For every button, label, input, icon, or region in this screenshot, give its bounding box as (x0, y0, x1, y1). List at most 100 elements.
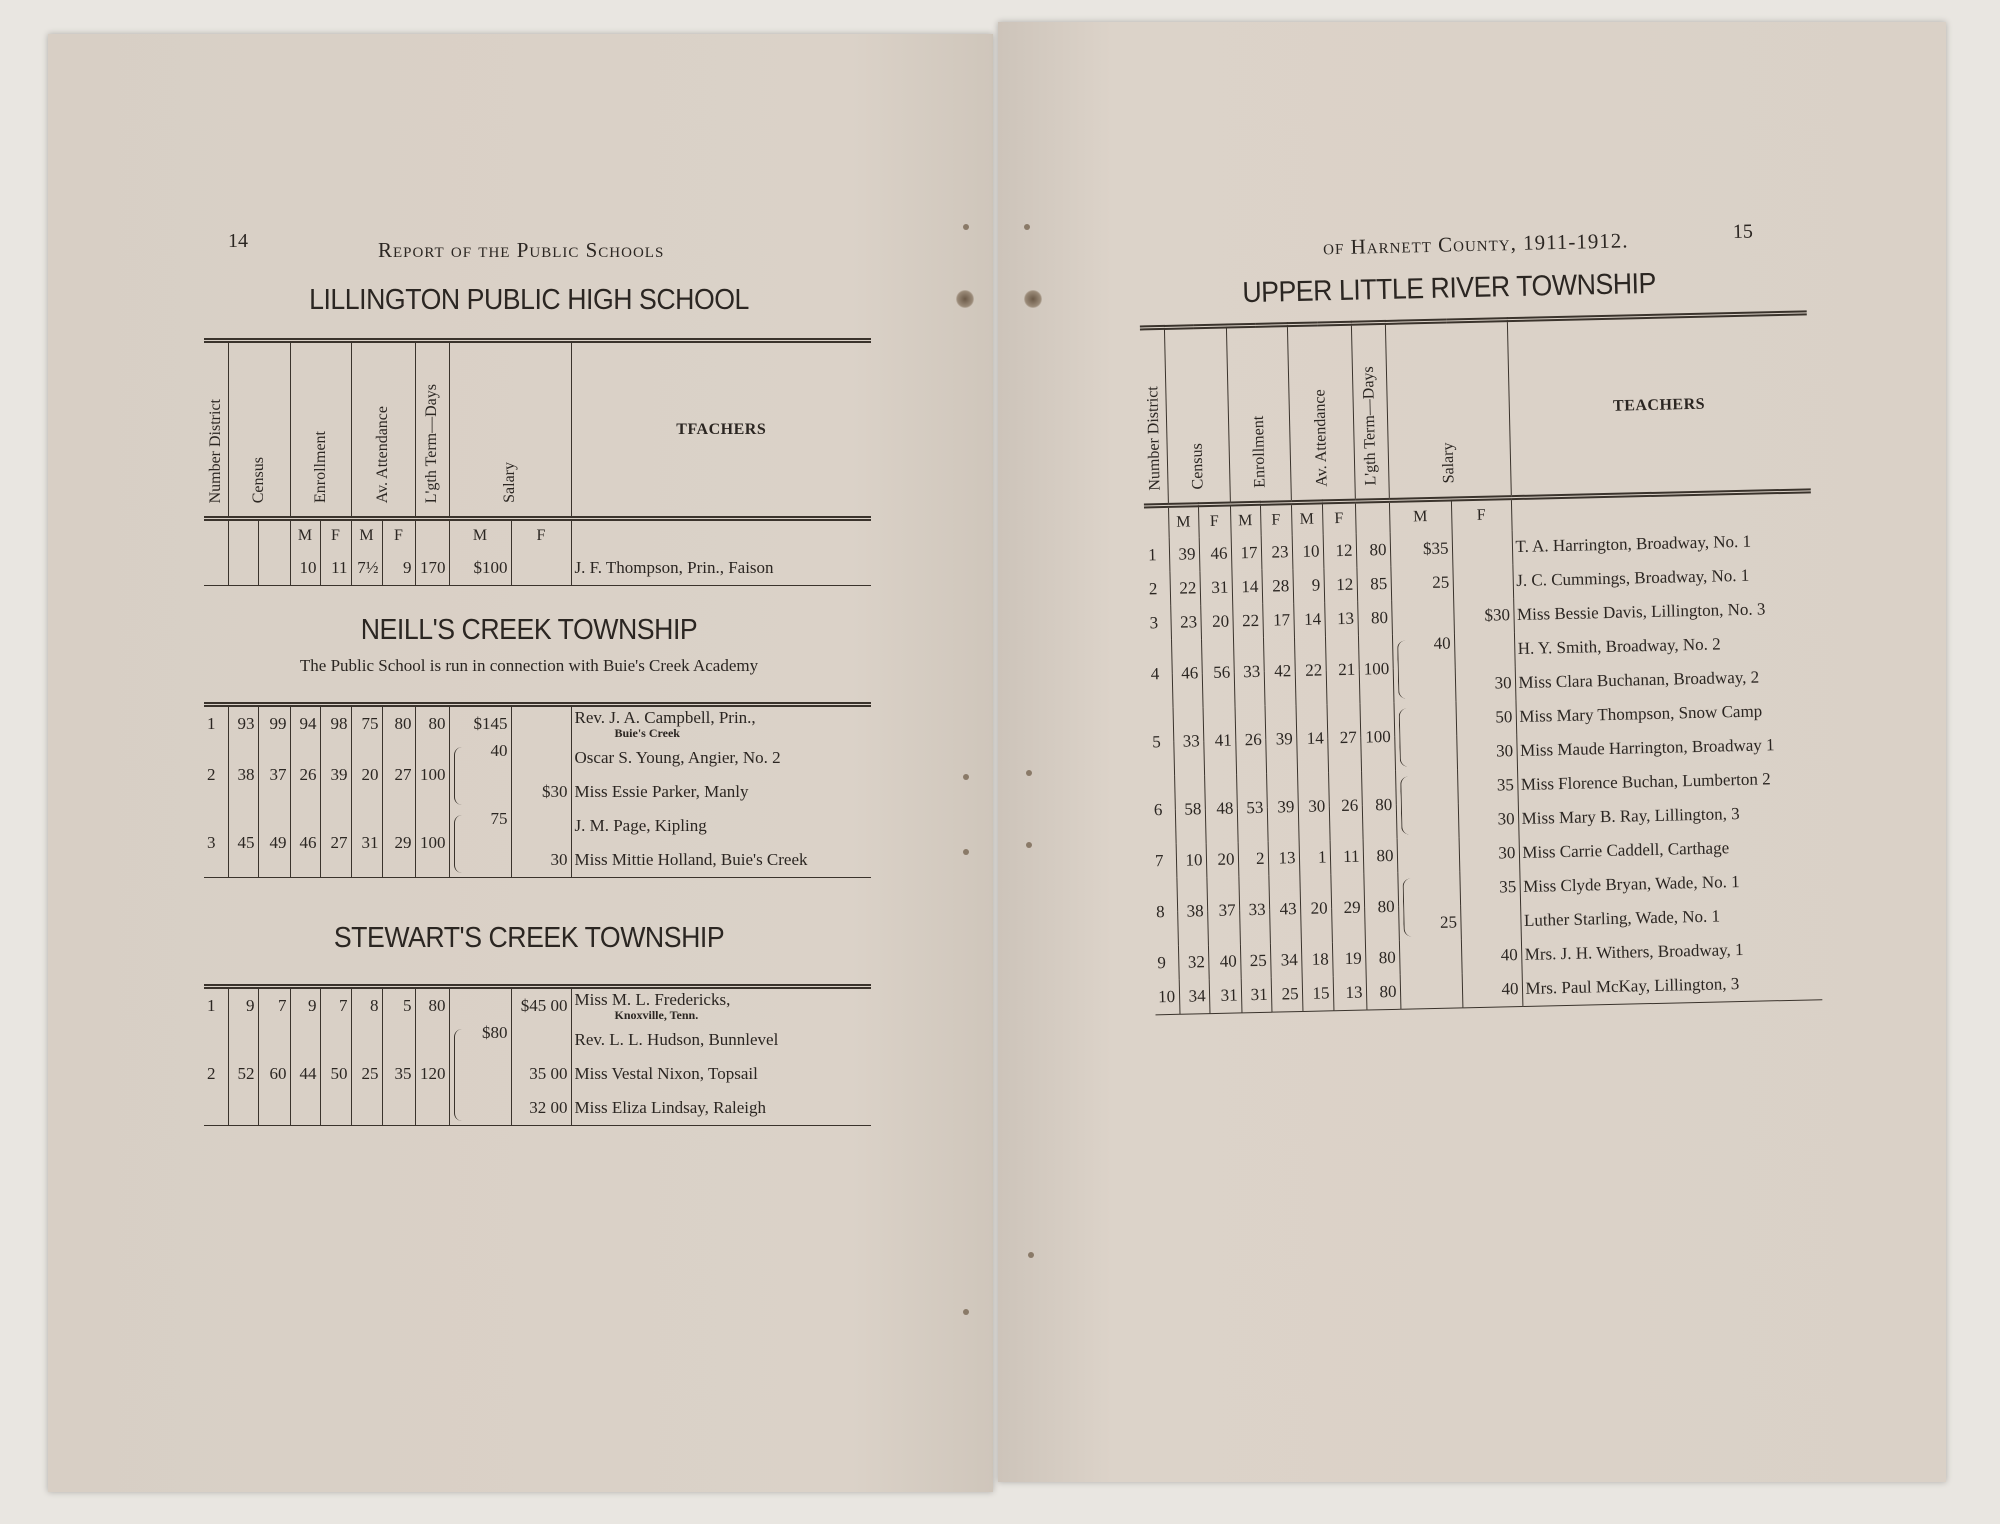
attendance-f: 13 (1332, 975, 1367, 1011)
attendance-m: 14 (1295, 704, 1329, 774)
district-number: 8 (1152, 877, 1178, 947)
salary-f (1451, 530, 1513, 566)
salary-f: $45 00 (511, 986, 572, 1023)
table-row: 2 52 60 44 50 25 35 120 $80 Rev. L. L. Hudson, Bu… (204, 1023, 871, 1126)
neills-creek-table: 1 93 99 94 98 75 80 80 $145 Rev. J. A. Campbell, … (204, 702, 871, 878)
header-teachers: TEACHERS (1506, 312, 1811, 498)
enrollment-m: 94 (290, 704, 321, 741)
salary-f: 35 (1459, 870, 1521, 906)
term-days: 80 (1355, 532, 1391, 568)
district-number: 2 (204, 741, 229, 809)
term-days: 80 (1363, 872, 1399, 942)
enrollment-f: 7 (320, 986, 352, 1023)
header-salary: Salary (449, 340, 572, 521)
salary-m-value: 25 (1432, 572, 1450, 592)
header-attendance: Av. Attendance (351, 340, 416, 521)
teacher-cell: J. F. Thompson, Prin., Faison (571, 551, 871, 586)
salary-m-value: 25 (1439, 912, 1458, 932)
attendance-m: 25 (351, 1023, 383, 1126)
section-subtitle: The Public School is run in connection w… (299, 656, 759, 675)
header-label: Salary (1439, 442, 1458, 484)
term-days: 80 (1362, 838, 1398, 874)
table-row: 30 Miss Mittie Holland, Buie's Creek (204, 843, 871, 878)
attendance-f: 12 (1322, 533, 1357, 569)
term-days: 100 (415, 741, 450, 809)
salary-f: 35 00 (511, 1057, 572, 1091)
enrollment-m: 26 (1234, 705, 1267, 775)
salary-f: $30 (511, 775, 572, 809)
header-label: Salary (501, 462, 518, 503)
section-title: LILLINGTON PUBLIC HIGH SCHOOL (309, 284, 749, 316)
term-days: 100 (1357, 634, 1394, 704)
enrollment-m: 10 (290, 551, 321, 586)
teacher-name: J. C. Cummings, Broadway, No. 1 (1516, 565, 1750, 591)
salary-f: 40 (1461, 972, 1523, 1008)
enrollment-m: 26 (290, 741, 321, 809)
attendance-f: 19 (1331, 941, 1366, 977)
enrollment-f: 25 (1270, 976, 1303, 1013)
teacher-name: Oscar S. Young, Angier, No. 2 (574, 748, 781, 768)
enrollment-m: 22 (1232, 603, 1263, 639)
attendance-f: 29 (382, 809, 416, 878)
teacher-name: Miss Vestal Nixon, Topsail (574, 1064, 758, 1084)
binding-hole (1024, 224, 1030, 230)
binding-hole (963, 1309, 969, 1315)
district-number: 6 (1150, 775, 1176, 845)
salary-m: 75 (449, 809, 512, 873)
salary-m-value: 75 (490, 809, 508, 828)
teacher-name: H. Y. Smith, Broadway, No. 2 (1517, 634, 1721, 659)
census-m: 39 (1168, 537, 1200, 572)
salary-m (449, 986, 512, 1023)
teacher-name: Mrs. J. H. Withers, Broadway, 1 (1524, 940, 1744, 965)
census-m: 58 (1174, 775, 1206, 844)
gender-label: F (320, 518, 352, 551)
enrollment-m: 9 (290, 986, 321, 1023)
census-m: 38 (1176, 877, 1208, 946)
table-row: 1 9 7 9 7 8 5 80 $45 00 Miss M. L. Fredericks, Kno… (204, 986, 871, 1023)
salary-m (449, 1057, 512, 1091)
census-m: 22 (1169, 571, 1201, 606)
salary-f: 30 (1454, 666, 1516, 702)
salary-f (511, 809, 572, 843)
enrollment-m: 33 (1238, 875, 1270, 945)
term-days: 80 (415, 704, 450, 741)
binding-hole (1028, 1252, 1034, 1258)
attendance-m: 20 (351, 741, 383, 809)
upper-little-river-table: Number District Census Enrollment Av. Atten… (1139, 310, 1823, 1016)
enrollment-f: 39 (1264, 705, 1298, 774)
salary-m: $35 (1389, 531, 1453, 567)
salary-f: 32 00 (511, 1091, 572, 1126)
enrollment-f: 39 (1266, 773, 1299, 842)
table-row: $30 Miss Essie Parker, Manly (204, 775, 871, 809)
header-term: L'gth Term—Days (1350, 322, 1389, 502)
salary-f: 50 (1455, 700, 1517, 736)
enrollment-f: 17 (1262, 603, 1294, 638)
empty-cell (1354, 500, 1390, 534)
enrollment-f: 50 (320, 1023, 352, 1126)
salary-f (511, 704, 572, 741)
salary-m (449, 775, 512, 809)
district-number: 9 (1153, 945, 1179, 981)
attendance-f: 35 (382, 1023, 416, 1126)
salary-m (449, 843, 512, 878)
district-number: 2 (1145, 571, 1171, 607)
gender-label: M (449, 518, 512, 551)
attendance-m: 15 (1301, 976, 1334, 1012)
census-f: 46 (1198, 536, 1232, 572)
salary-f (1452, 564, 1514, 600)
salary-m-value: $145 (473, 714, 508, 733)
teacher-name: Miss Eliza Lindsay, Raleigh (574, 1098, 767, 1118)
attendance-m: 9 (1292, 568, 1325, 604)
attendance-m: 31 (351, 809, 383, 878)
gender-label: M (290, 518, 321, 551)
header-label: Enrollment (311, 431, 329, 503)
attendance-f: 80 (382, 704, 416, 741)
census-m: 32 (1177, 945, 1209, 980)
enrollment-f: 39 (320, 741, 352, 809)
attendance-f: 21 (1324, 635, 1360, 705)
enrollment-m: 53 (1236, 773, 1268, 843)
term-days: 80 (1361, 770, 1397, 840)
teacher-name: Miss Essie Parker, Manly (574, 782, 749, 802)
salary-f (1460, 904, 1521, 940)
table-row: 35 00 Miss Vestal Nixon, Topsail (204, 1057, 871, 1091)
